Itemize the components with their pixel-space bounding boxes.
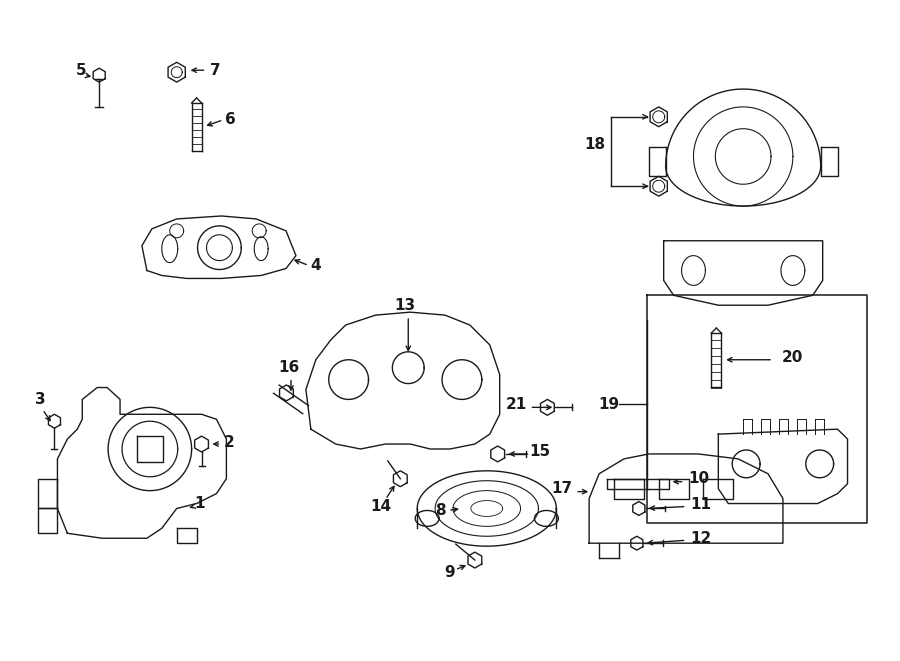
Text: 6: 6 <box>225 112 236 128</box>
Text: 14: 14 <box>370 499 391 514</box>
Text: 11: 11 <box>690 497 711 512</box>
Text: 20: 20 <box>782 350 804 366</box>
Text: 4: 4 <box>310 258 321 273</box>
Text: 15: 15 <box>529 444 550 459</box>
Text: 16: 16 <box>278 360 300 375</box>
Text: 19: 19 <box>598 397 619 412</box>
Text: 3: 3 <box>35 392 46 407</box>
Text: 13: 13 <box>395 297 416 313</box>
Text: 7: 7 <box>210 63 220 78</box>
Text: 5: 5 <box>76 63 86 78</box>
Text: 1: 1 <box>194 496 205 511</box>
Text: 8: 8 <box>435 503 446 518</box>
Text: 2: 2 <box>224 434 235 449</box>
Text: 12: 12 <box>689 531 711 546</box>
Text: 9: 9 <box>445 565 455 580</box>
Text: 18: 18 <box>584 137 606 152</box>
Text: 21: 21 <box>506 397 527 412</box>
Text: 17: 17 <box>552 481 573 496</box>
Text: 10: 10 <box>688 471 709 486</box>
